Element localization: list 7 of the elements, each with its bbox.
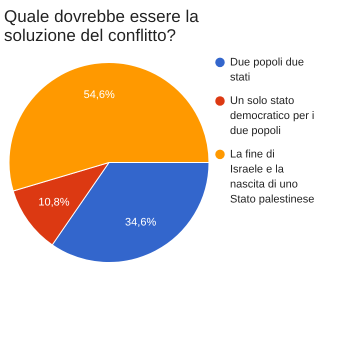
legend-label: Un solo stato democratico per i due popoli <box>230 94 314 137</box>
legend-label: La fine di Israele e la nascita di uno Stato palestinese <box>230 148 314 206</box>
data-label: 54,6% <box>84 89 116 102</box>
data-label: 34,6% <box>125 216 156 229</box>
chart-title: Quale dovrebbe essere la soluzione del conflitto? <box>4 7 200 45</box>
legend-label: Due popoli due stati <box>230 56 304 84</box>
data-label: 10,8% <box>38 196 70 208</box>
